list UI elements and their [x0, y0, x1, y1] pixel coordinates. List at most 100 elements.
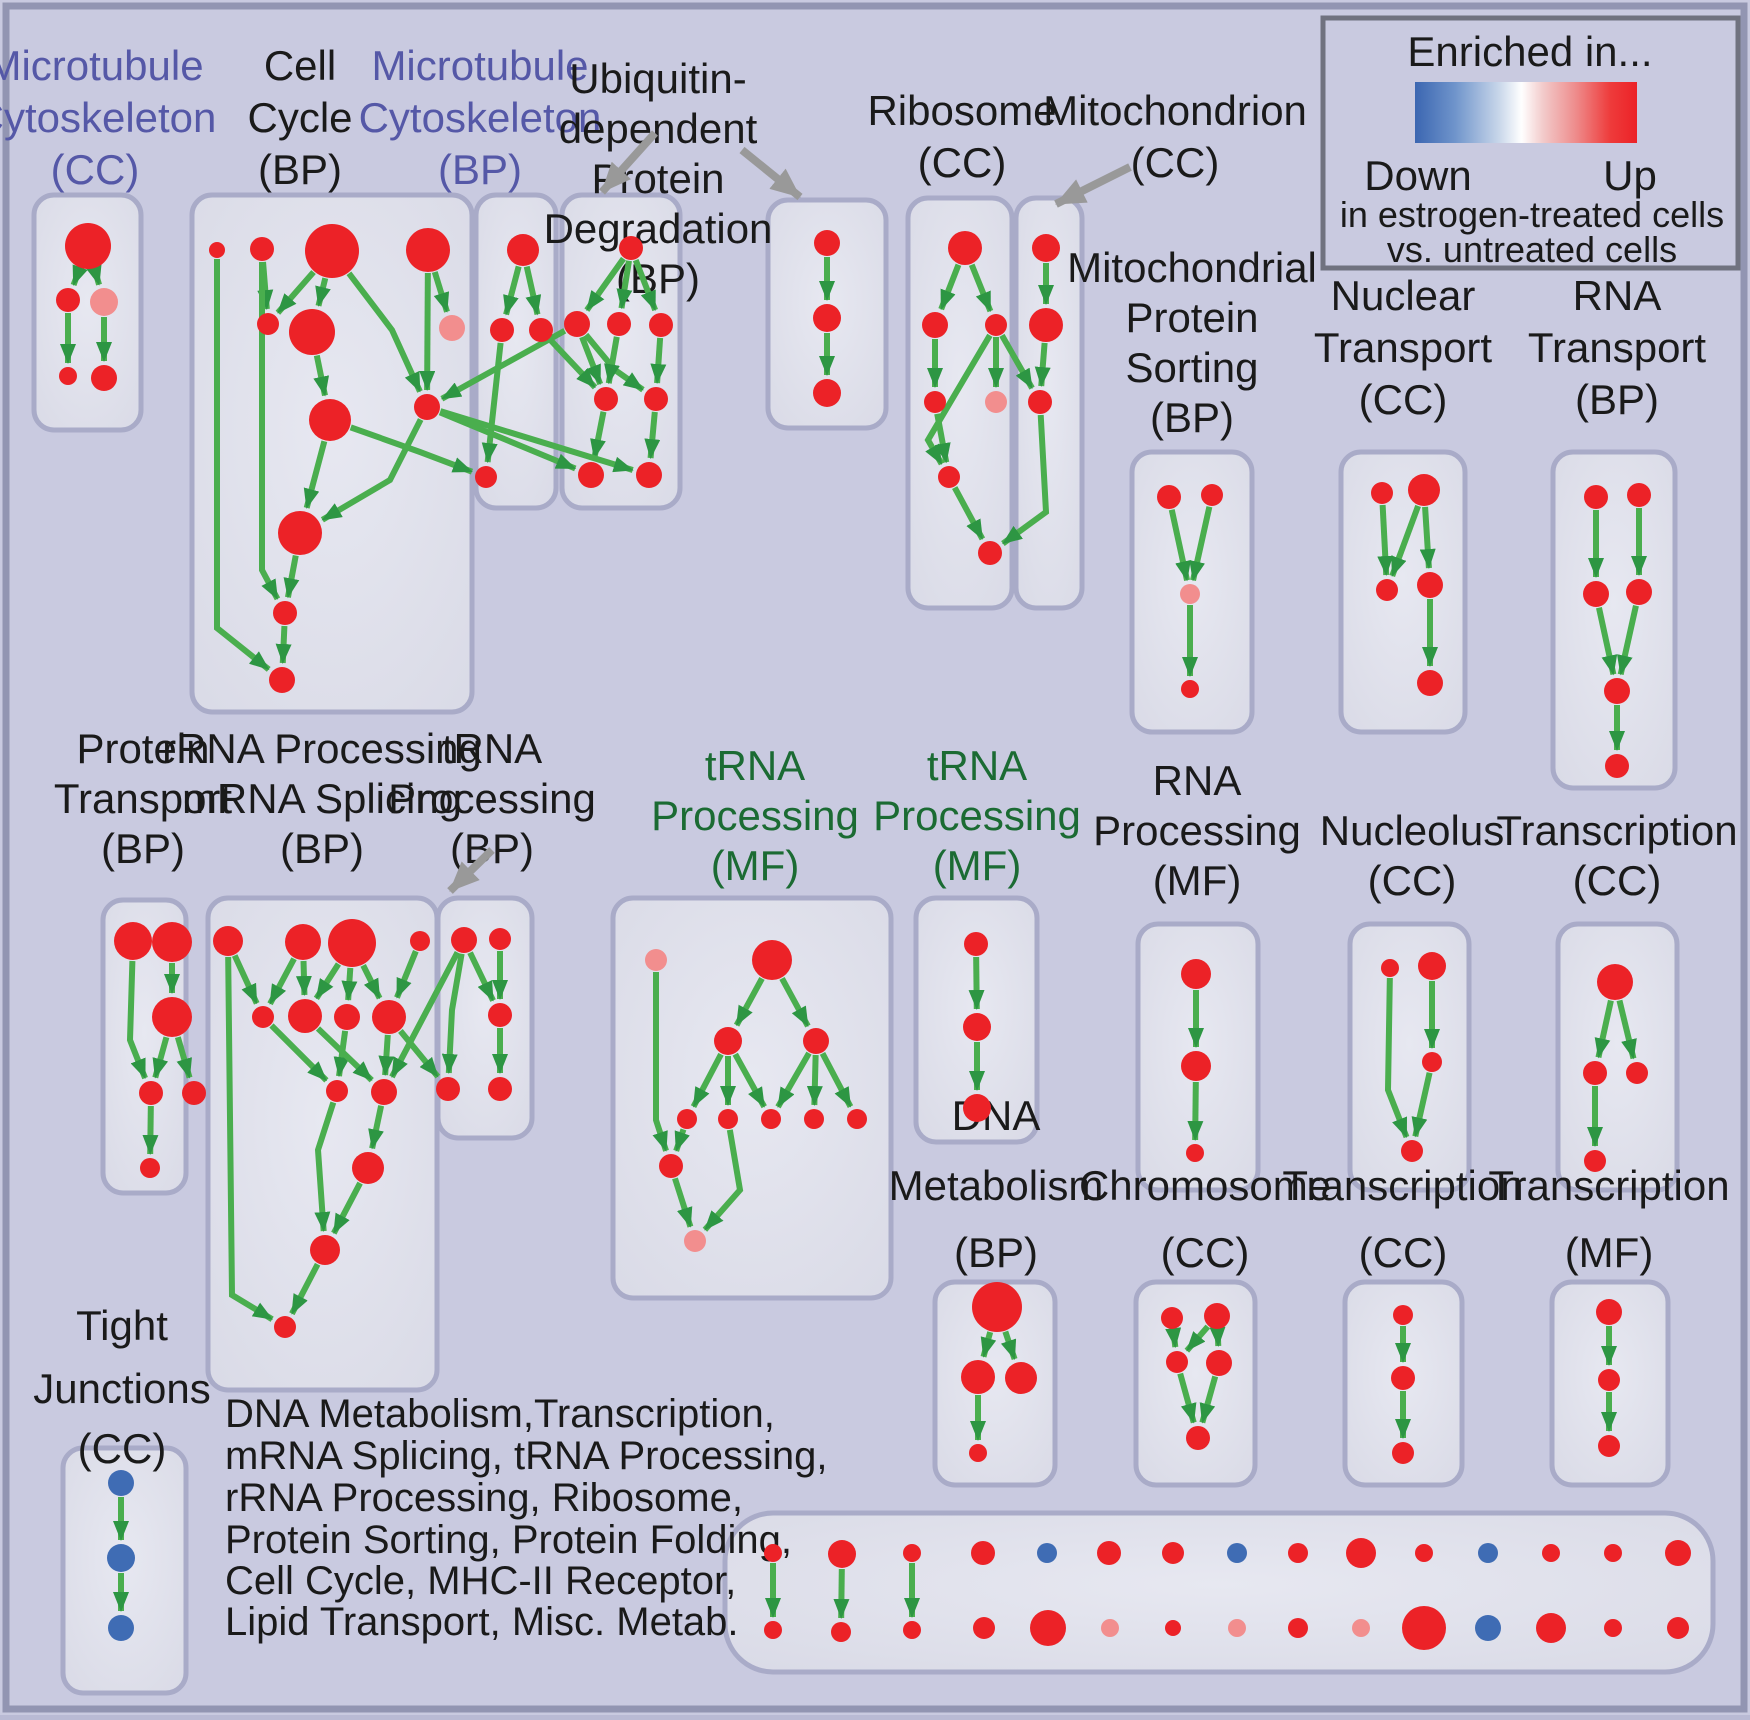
cluster-label-transcription-cc-mid-line1: (CC) [1573, 857, 1662, 904]
misc-terms-line-2: rRNA Processing, Ribosome, [225, 1476, 743, 1520]
edge-arrow [584, 256, 626, 312]
go-term-node [1598, 1435, 1620, 1457]
go-term-node [1417, 572, 1443, 598]
go-term-node [1392, 1442, 1414, 1464]
edge-arrow [346, 271, 423, 393]
go-term-node [1667, 1617, 1689, 1639]
go-term-node [963, 1094, 991, 1122]
go-term-node [285, 924, 321, 960]
edge-arrow [320, 418, 424, 523]
edge-arrow [732, 1052, 767, 1109]
edge-arrow [1177, 1372, 1197, 1424]
edge-arrow [86, 264, 102, 286]
edge-arrow [331, 1181, 363, 1235]
cluster-label-ribosome-cc-line1: (CC) [918, 139, 1007, 186]
go-term-node [1181, 680, 1199, 698]
go-term-node [1627, 483, 1651, 507]
go-term-node [328, 919, 376, 967]
go-term-node [91, 365, 117, 391]
go-term-node [372, 1000, 406, 1034]
go-term-node [1393, 1305, 1413, 1325]
go-term-node [564, 311, 590, 337]
go-term-node [488, 1003, 512, 1027]
go-term-node [961, 1360, 995, 1394]
go-term-node [659, 1154, 683, 1178]
go-term-node [1201, 484, 1223, 506]
cluster-label-microtubule-cytoskeleton-cc-line1: Cytoskeleton [0, 94, 216, 141]
edge-arrow [806, 1054, 823, 1107]
cluster-box-protein-transport-bp [100, 897, 189, 1196]
go-term-node [1422, 1052, 1442, 1072]
cluster-label-ribosome-cc-line0: Ribosome [867, 87, 1056, 134]
go-term-node [677, 1109, 697, 1129]
go-term-node [305, 224, 359, 278]
edge-arrow [231, 954, 260, 1005]
go-term-node [352, 1152, 384, 1184]
go-term-node [578, 462, 604, 488]
go-term-node [274, 1316, 296, 1338]
go-term-node [969, 1444, 987, 1462]
go-term-node [761, 1109, 781, 1129]
go-term-node [269, 667, 295, 693]
go-term-node [488, 1077, 512, 1101]
go-term-node [803, 1028, 829, 1054]
misc-terms-line-1: mRNA Splicing, tRNA Processing, [225, 1434, 827, 1478]
edge-arrow [315, 277, 331, 307]
edge-arrow [690, 1052, 724, 1109]
cluster-label-protein-transport-bp-line1: Transport [54, 775, 233, 822]
go-term-node [684, 1230, 706, 1252]
cluster-box-transcription-cc-mid [1555, 921, 1680, 1193]
go-term-node [1005, 1362, 1037, 1394]
cross-cluster-edge-arrow [438, 409, 577, 472]
cluster-label-dna-metabolism-bp-line1: Metabolism [889, 1162, 1104, 1209]
go-term-node [1626, 1062, 1648, 1084]
go-term-node [152, 922, 192, 962]
edge-arrow [980, 1331, 997, 1358]
go-term-node [1097, 1541, 1121, 1565]
cluster-label-ubiquitin-degradation-bp-left-line1: dependent [559, 105, 758, 152]
legend-title: Enriched in... [1407, 28, 1652, 75]
edge-arrow [1596, 607, 1618, 676]
go-term-node [406, 228, 450, 272]
cluster-label-cell-cycle-bp-line1: Cycle [247, 94, 352, 141]
go-term-node [1542, 1544, 1560, 1562]
cluster-label-mitochondrial-protein-sorting-bp-line1: Protein [1125, 294, 1258, 341]
go-term-node [273, 601, 297, 625]
go-term-node [1181, 959, 1211, 989]
go-term-node [90, 288, 118, 316]
go-term-node [813, 304, 841, 332]
go-term-node [1288, 1543, 1308, 1563]
edge-arrow [314, 1101, 337, 1233]
go-term-node [310, 1235, 340, 1265]
cluster-label-nuclear-transport-cc-line1: Transport [1314, 324, 1493, 371]
cross-cluster-edge-arrow [547, 337, 598, 390]
cross-cluster-edge-arrow [398, 1029, 441, 1079]
go-term-node [903, 1621, 921, 1639]
go-term-node [636, 462, 662, 488]
go-term-node [309, 399, 351, 441]
edge-arrow [214, 259, 271, 672]
cluster-label-rna-processing-mf-line2: (MF) [1153, 857, 1242, 904]
go-term-node [250, 237, 274, 261]
edge-arrow [295, 960, 312, 997]
edge-arrow [779, 977, 811, 1028]
go-term-node [278, 511, 322, 555]
edge-arrow [174, 1036, 193, 1079]
go-term-node [152, 997, 192, 1037]
edge-arrow [283, 555, 300, 599]
go-term-node [1402, 1606, 1446, 1650]
edge-arrow [616, 260, 633, 310]
edge-arrow [360, 964, 383, 1000]
go-term-node [1408, 474, 1440, 506]
edge-arrow [313, 354, 330, 397]
go-term-node [1227, 1543, 1247, 1563]
cluster-box-dna-metabolism-bp [932, 1279, 1058, 1488]
go-term-node [752, 940, 792, 980]
cluster-label-microtubule-cytoskeleton-cc-line2: (CC) [51, 146, 140, 193]
go-term-node [1204, 1303, 1230, 1329]
edge-arrow [315, 1026, 374, 1083]
go-term-node [964, 932, 988, 956]
go-term-node [1166, 1351, 1188, 1373]
go-term-node [948, 231, 982, 265]
go-term-node [764, 1544, 782, 1562]
